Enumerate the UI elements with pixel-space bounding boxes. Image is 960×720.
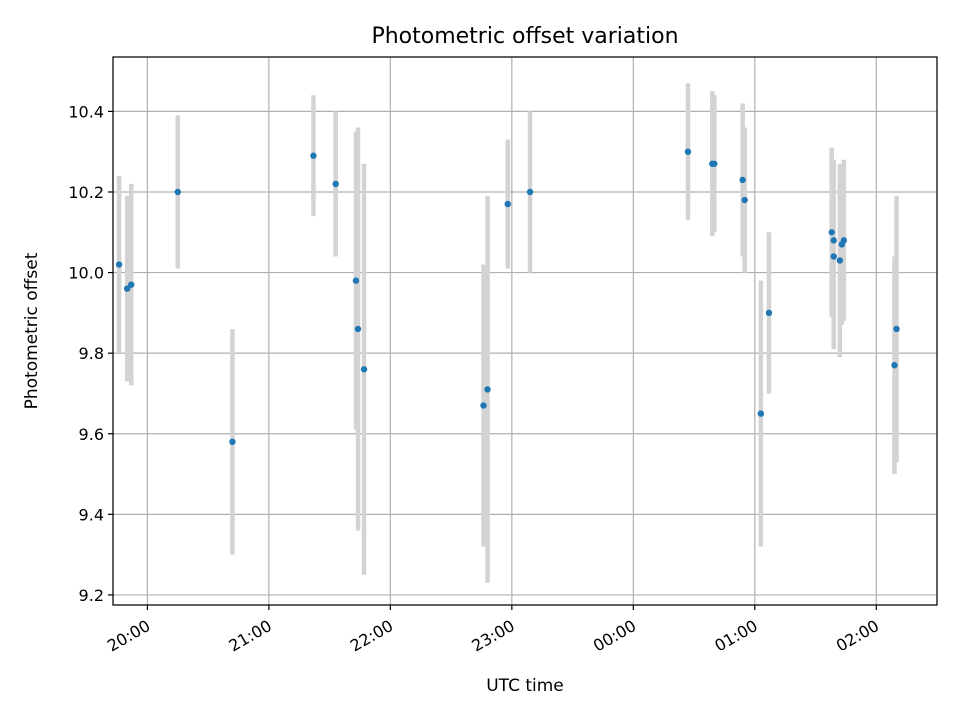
y-tick-label: 9.2 [79, 586, 104, 605]
data-point [836, 257, 844, 264]
data-markers [115, 148, 900, 446]
data-point [310, 152, 317, 159]
error-bars [116, 83, 899, 583]
y-tick-label: 10.2 [68, 183, 104, 202]
data-point [123, 285, 131, 292]
data-point [891, 362, 898, 369]
data-point [352, 277, 360, 284]
data-point [354, 325, 362, 333]
y-tick-label: 10.4 [68, 102, 104, 121]
chart-title: Photometric offset variation [371, 24, 678, 49]
x-axis-ticks: 20:00 21:00 22:00 23:00 00:00 01:00 02:00 [104, 605, 882, 656]
data-point [765, 309, 773, 317]
data-point [830, 237, 837, 244]
y-axis-ticks: 9.2 9.4 9.6 9.8 10.0 10.2 10.4 [68, 102, 113, 605]
x-tick-label: 20:00 [104, 616, 153, 656]
grid-lines [113, 57, 937, 605]
data-point [828, 229, 835, 236]
x-tick-label: 00:00 [590, 616, 639, 656]
y-axis-label: Photometric offset [22, 252, 42, 409]
x-tick-label: 01:00 [711, 616, 760, 656]
data-point [741, 196, 748, 204]
data-point [504, 200, 511, 208]
data-point [757, 410, 765, 417]
data-point [332, 180, 339, 188]
plot-frame [112, 56, 938, 606]
data-point [174, 188, 181, 196]
data-point [684, 148, 692, 155]
data-point [840, 237, 848, 244]
x-tick-label: 02:00 [833, 616, 882, 656]
data-point [526, 188, 534, 196]
data-point [360, 366, 368, 373]
x-tick-label: 22:00 [347, 616, 396, 656]
data-point [711, 160, 718, 167]
data-point [480, 402, 487, 409]
data-point [128, 281, 135, 288]
data-point [893, 325, 900, 333]
y-tick-label: 9.8 [79, 344, 104, 363]
y-tick-label: 9.4 [79, 505, 104, 524]
x-axis-label: UTC time [486, 676, 564, 696]
data-point [739, 176, 746, 184]
y-tick-label: 9.6 [79, 425, 104, 444]
y-tick-label: 10.0 [68, 264, 104, 283]
x-tick-label: 23:00 [468, 616, 517, 656]
data-point [830, 253, 837, 260]
data-point [484, 386, 491, 393]
data-point [115, 261, 123, 268]
x-tick-label: 21:00 [225, 616, 274, 656]
data-point [229, 438, 236, 446]
